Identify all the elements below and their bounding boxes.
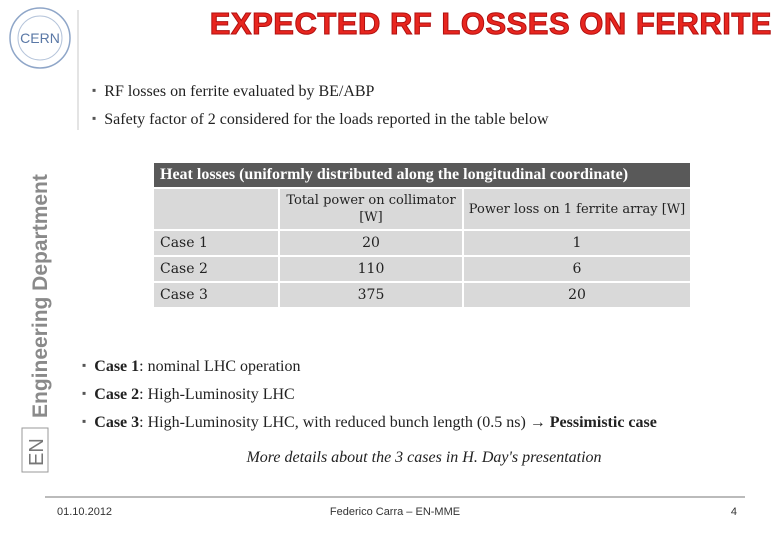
case-bullets: Case 1: nominal LHC operationCase 2: Hig… xyxy=(82,353,657,437)
table-cell: 375 xyxy=(278,281,464,309)
logo-ring xyxy=(17,15,63,61)
footer-date: 01.10.2012 xyxy=(57,506,113,518)
table-row: Case 3 375 20 xyxy=(152,281,692,309)
empty-header xyxy=(152,187,280,231)
bullet-text: Case 2 xyxy=(94,386,140,403)
note: More details about the 3 cases in H. Day… xyxy=(246,449,602,466)
row-label: Case 1 xyxy=(152,229,280,257)
column-header: Power loss on 1 ferrite array [W] xyxy=(462,187,692,231)
bullet-text: Case 1 xyxy=(94,358,140,375)
logo-ring xyxy=(9,7,71,69)
column-header: Total power on collimator [W] xyxy=(278,187,464,231)
bullet-text: Case 3 xyxy=(94,414,140,431)
intro-bullets: RF losses on ferrite evaluated by BE/ABP… xyxy=(92,78,549,134)
losses-table: Heat losses (uniformly distributed along… xyxy=(152,161,692,309)
bullet: Safety factor of 2 considered for the lo… xyxy=(92,106,548,134)
unit: EN xyxy=(26,438,48,466)
bullet: Case 2: High-Luminosity LHC xyxy=(82,381,657,409)
bullet: Case 3: High-Luminosity LHC, with reduce… xyxy=(82,409,657,437)
bullet-text: : nominal LHC operation xyxy=(139,358,301,375)
bullet-text: : High-Luminosity LHC, with reduced bunc… xyxy=(139,414,550,431)
page-number: 4 xyxy=(730,506,737,518)
table-row: Case 1 20 1 xyxy=(152,229,692,257)
row-label: Case 2 xyxy=(152,255,280,283)
table-caption: Heat losses (uniformly distributed along… xyxy=(152,161,692,189)
footer-author: Federico Carra – EN-MME xyxy=(329,506,461,518)
unit-box xyxy=(21,427,49,473)
bullet: Case 1: nominal LHC operation xyxy=(82,353,657,381)
table-cell: 6 xyxy=(462,255,692,283)
row-label: Case 3 xyxy=(152,281,280,309)
department: Engineering Department xyxy=(29,174,52,418)
table-cell: 20 xyxy=(278,229,464,257)
table-cell: 20 xyxy=(462,281,692,309)
bullet-text: Pessimistic case xyxy=(549,414,657,431)
table-body: Case 1 20 1 Case 2 110 6 Case 3 375 20 xyxy=(152,229,692,309)
logo-text: CERN xyxy=(20,30,60,46)
bullet-text: : High-Luminosity LHC xyxy=(139,386,295,403)
table-cell: 1 xyxy=(462,229,692,257)
bullet: RF losses on ferrite evaluated by BE/ABP xyxy=(92,78,549,106)
table-cell: 110 xyxy=(278,255,464,283)
table-row: Case 2 110 6 xyxy=(152,255,692,283)
slide-title: EXPECTED RF LOSSES ON FERRITE xyxy=(209,6,772,42)
